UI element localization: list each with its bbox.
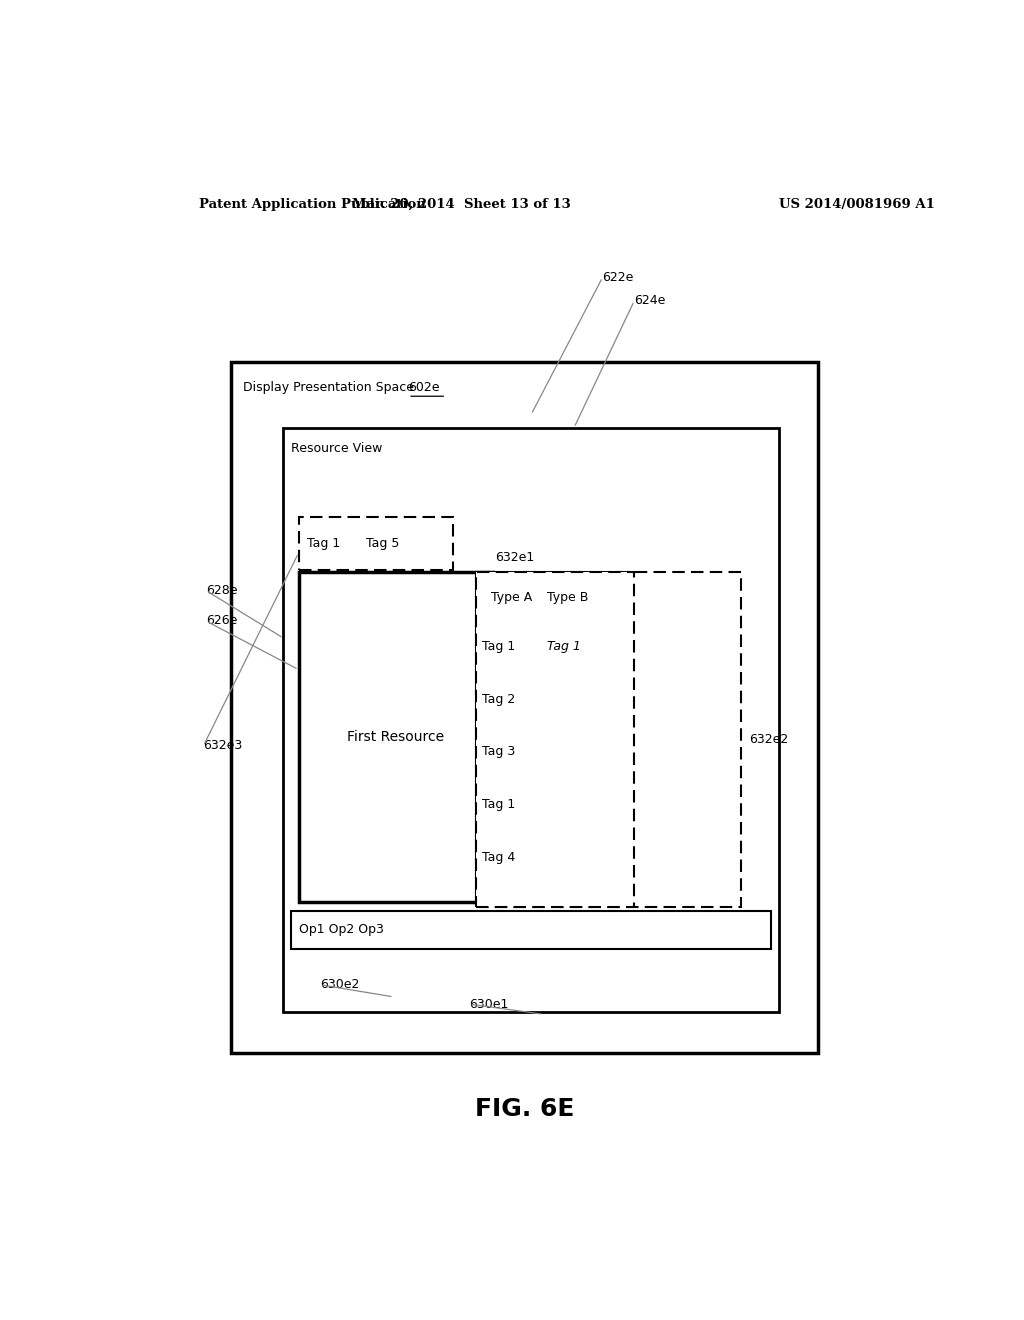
Text: 632e2: 632e2	[750, 734, 788, 746]
Text: Tag 1: Tag 1	[482, 799, 515, 812]
Text: FIG. 6E: FIG. 6E	[475, 1097, 574, 1121]
Text: 626e: 626e	[206, 614, 238, 627]
Bar	[299, 572, 494, 903]
Text: 630e2: 630e2	[321, 978, 359, 991]
Text: Tag 1: Tag 1	[482, 640, 515, 653]
Text: Display Presentation Space: Display Presentation Space	[243, 380, 418, 393]
Text: Type B: Type B	[547, 591, 589, 605]
Text: Tag 1: Tag 1	[306, 537, 340, 550]
Bar	[299, 517, 454, 570]
Text: 628e: 628e	[206, 583, 238, 597]
Text: Tag 1: Tag 1	[547, 640, 581, 653]
Text: Tag 2: Tag 2	[482, 693, 515, 706]
Text: Resource View: Resource View	[291, 442, 382, 454]
Bar	[283, 428, 778, 1012]
Text: 622e: 622e	[602, 271, 634, 284]
Text: 630e1: 630e1	[469, 998, 509, 1011]
Text: 624e: 624e	[634, 294, 666, 308]
Bar	[475, 572, 741, 907]
Text: Mar. 20, 2014  Sheet 13 of 13: Mar. 20, 2014 Sheet 13 of 13	[352, 198, 570, 211]
Text: Type A: Type A	[492, 591, 532, 605]
Text: Op1 Op2 Op3: Op1 Op2 Op3	[299, 924, 384, 936]
Bar	[475, 572, 634, 907]
Text: 632e1: 632e1	[496, 552, 535, 565]
Text: Tag 5: Tag 5	[367, 537, 399, 550]
Text: US 2014/0081969 A1: US 2014/0081969 A1	[778, 198, 935, 211]
Text: 632e3: 632e3	[204, 739, 243, 752]
Text: Tag 3: Tag 3	[482, 746, 515, 759]
Text: 602e: 602e	[409, 380, 439, 393]
Bar	[231, 362, 818, 1053]
Text: Patent Application Publication: Patent Application Publication	[200, 198, 426, 211]
Text: First Resource: First Resource	[347, 730, 444, 744]
Bar	[291, 911, 771, 949]
Text: Tag 4: Tag 4	[482, 851, 515, 865]
